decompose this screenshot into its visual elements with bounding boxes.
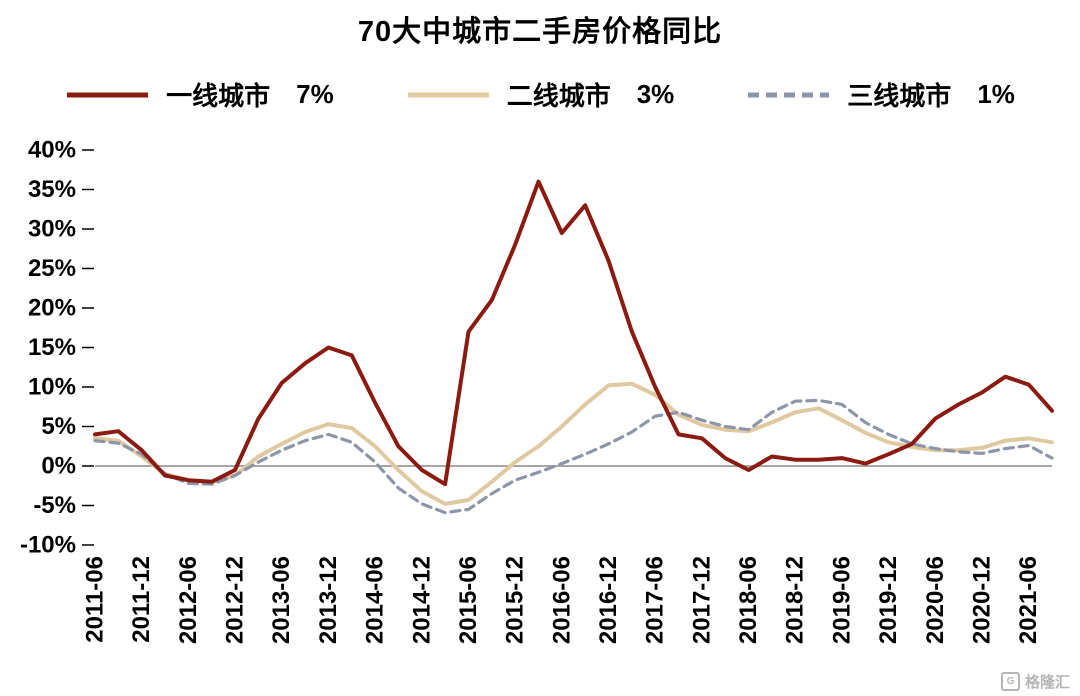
- x-tick-label: 2018-12: [782, 556, 809, 644]
- x-tick-label: 2019-06: [828, 556, 855, 644]
- y-tick-label: -10%: [20, 532, 76, 559]
- x-tick-label: 2012-12: [222, 556, 249, 644]
- legend-label-tier1: 一线城市: [166, 81, 271, 111]
- y-tick-label: 25%: [28, 255, 76, 282]
- x-tick-label: 2012-06: [175, 556, 202, 644]
- y-tick-label: 20%: [28, 295, 76, 322]
- x-tick-label: 2021-06: [1015, 556, 1042, 644]
- series-line-tier1: [93, 179, 1054, 487]
- x-tick-label: 2013-06: [268, 556, 295, 644]
- x-tick-label: 2016-12: [595, 556, 622, 644]
- legend-item-tier1-cities: 一线城市 7%: [65, 76, 334, 113]
- y-tick-label: 0%: [41, 453, 76, 480]
- y-tick-label: 5%: [41, 413, 76, 440]
- legend-swatch-tier3-dashed-line: [748, 92, 830, 97]
- x-tick-label: 2013-12: [315, 556, 342, 644]
- legend-label-tier2: 二线城市: [506, 81, 611, 111]
- x-tick-label: 2014-06: [362, 556, 389, 644]
- legend-swatch-tier2-line: [407, 92, 489, 97]
- grlh-logo-icon: G: [1000, 672, 1020, 691]
- x-tick-label: 2018-06: [735, 556, 762, 644]
- legend-value-tier1: 7%: [296, 79, 334, 109]
- y-tick-label: 15%: [28, 334, 76, 361]
- chart-legend: 一线城市 7% 二线城市 3% 三线城市 1%: [0, 76, 1080, 113]
- x-tick-label: 2011-06: [82, 556, 109, 643]
- y-tick-label: -5%: [33, 492, 76, 519]
- y-tick-label: 30%: [28, 216, 76, 243]
- series-line-tier2: [93, 381, 1054, 506]
- x-tick-label: 2017-12: [688, 556, 715, 644]
- x-tick-label: 2020-12: [968, 556, 995, 644]
- chart-title: 70大中城市二手房价格同比: [357, 16, 723, 48]
- x-tick-label: 2016-06: [548, 556, 575, 644]
- legend-value-tier2: 3%: [636, 79, 675, 109]
- watermark-text: 格隆汇: [1024, 674, 1070, 691]
- y-tick-label: 10%: [28, 374, 76, 401]
- y-tick-label: 40%: [28, 137, 76, 164]
- legend-item-tier2-cities: 二线城市 3%: [406, 76, 675, 113]
- watermark: G 格隆汇: [1000, 671, 1070, 692]
- x-tick-label: 2011-12: [128, 556, 155, 643]
- chart-canvas: 40% 35% 30% 25% 20% 15% 10% 5% 0% -5% -10%2011-06 2…: [20, 137, 1054, 644]
- x-tick-label: 2020-06: [922, 556, 949, 644]
- x-tick-label: 2019-12: [875, 556, 902, 644]
- x-tick-label: 2014-12: [408, 556, 435, 644]
- x-tick-label: 2015-06: [455, 556, 482, 644]
- x-tick-label: 2017-06: [642, 556, 669, 644]
- legend-value-tier3: 1%: [977, 79, 1015, 109]
- x-tick-label: 2015-12: [502, 556, 529, 644]
- y-tick-label: 35%: [28, 176, 76, 203]
- series-line-tier3: [93, 398, 1054, 515]
- legend-label-tier3: 三线城市: [847, 81, 952, 111]
- legend-swatch-tier1-line: [67, 92, 149, 97]
- legend-item-tier3-cities: 三线城市 1%: [746, 76, 1015, 113]
